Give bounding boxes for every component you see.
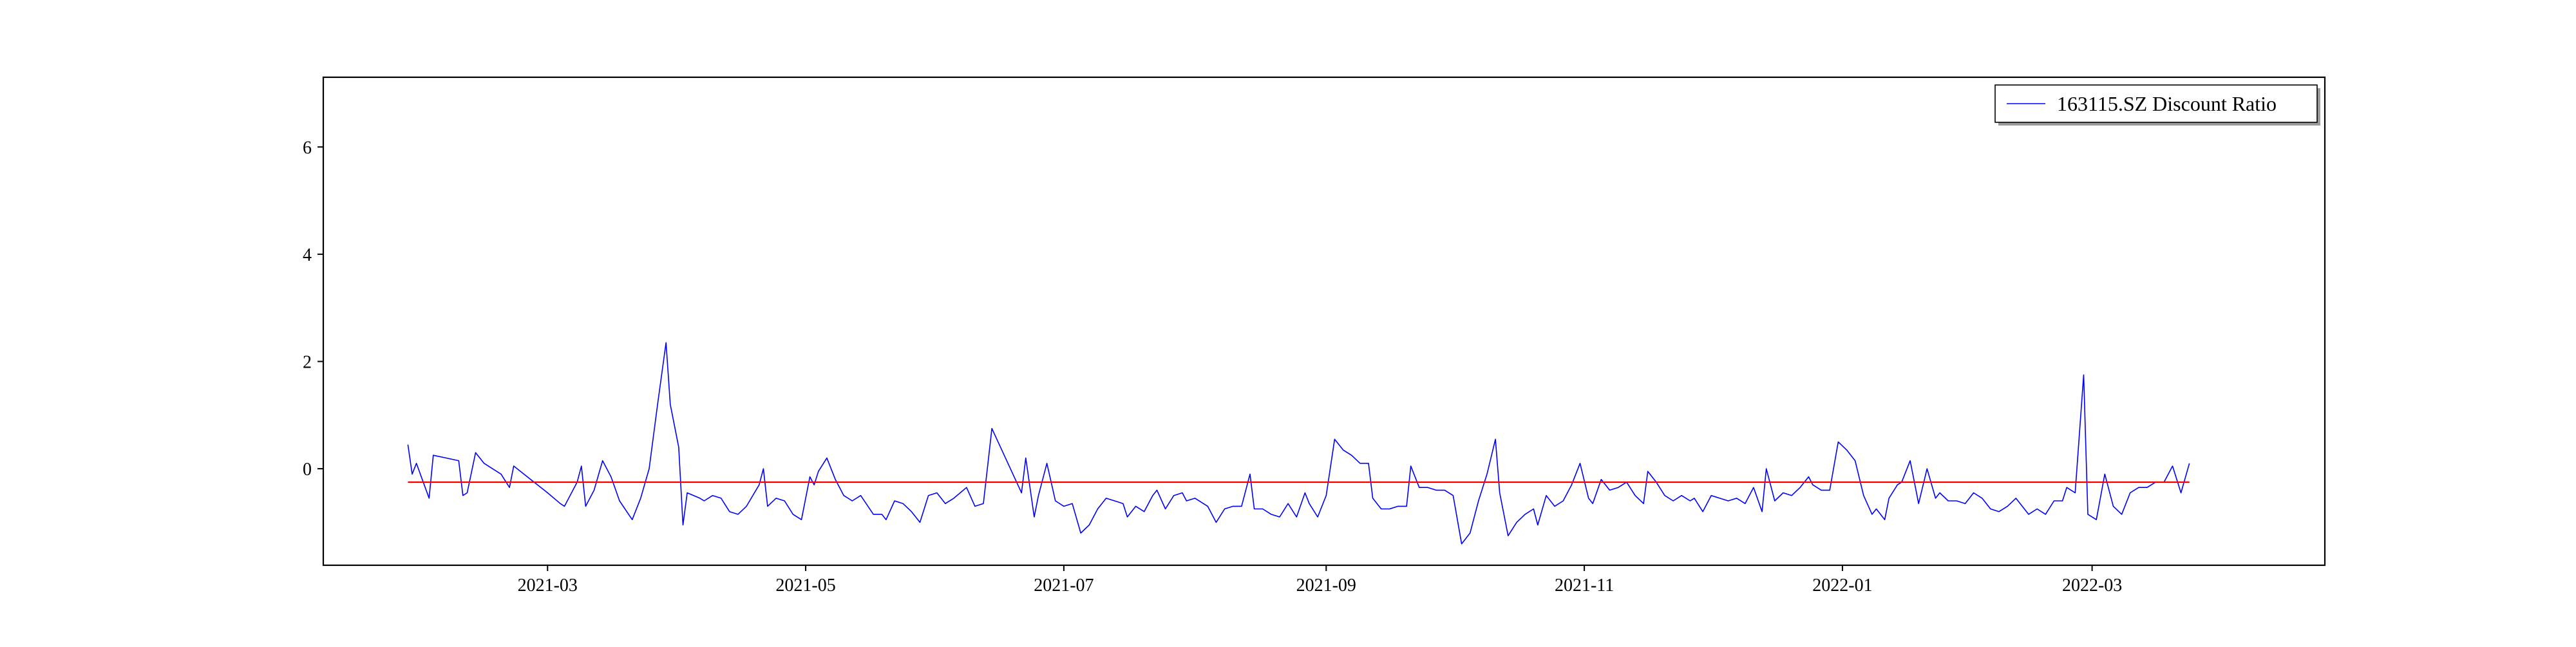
x-tick-label-5: 2022-01 [1812,576,1872,595]
x-tick-label-6: 2022-03 [2062,576,2122,595]
plot-layer [407,342,2190,545]
legend-box [1994,84,2318,123]
y-tick-label-3: 6 [303,138,312,158]
y-tick-label-1: 2 [303,352,312,372]
series-line-0 [407,342,2190,545]
axes-layer: 2021-03 2021-05 2021-07 2021-09 2021-11 2022-… [303,76,2326,595]
x-tick-label-2: 2021-07 [1034,576,1094,595]
x-tick-label-1: 2021-05 [775,576,835,595]
plot-frame [322,76,2326,567]
x-tick-label-3: 2021-09 [1296,576,1356,595]
x-tick-label-4: 2021-11 [1555,576,1614,595]
legend: 163115.SZ Discount Ratio [1994,84,2320,126]
y-tick-label-0: 0 [303,460,312,480]
y-tick-label-2: 4 [303,245,312,265]
legend-label-0: 163115.SZ Discount Ratio [2057,92,2277,115]
x-tick-label-0: 2021-03 [518,576,578,595]
